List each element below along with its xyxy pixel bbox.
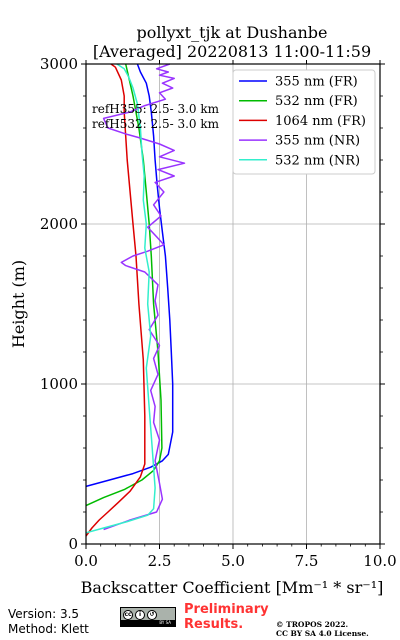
- y-tick-label: 1000: [40, 375, 78, 393]
- annotation-refh355: refH355: 2.5- 3.0 km: [92, 102, 220, 116]
- x-tick-label: 10.0: [363, 552, 396, 570]
- method-label: Method: Klett: [8, 622, 89, 636]
- x-tick-label: 7.5: [295, 552, 319, 570]
- y-axis-label: Height (m): [9, 260, 28, 348]
- cc-license-badge: cc i ↺ BY SA: [120, 607, 176, 627]
- cc-by-sa-strip: BY SA: [121, 620, 175, 626]
- series-line-1064-nm-fr-: [85, 63, 146, 537]
- series-line-355-nm-nr-: [102, 63, 186, 531]
- legend-label: 532 nm (NR): [275, 153, 360, 168]
- x-tick-label: 2.5: [148, 552, 172, 570]
- y-tick-label: 2000: [40, 215, 78, 233]
- by-icon: i: [135, 609, 145, 620]
- sa-icon: ↺: [147, 609, 157, 620]
- x-tick-label: 5.0: [221, 552, 245, 570]
- y-tick-label: 3000: [40, 55, 78, 73]
- cc-icon: cc: [123, 609, 133, 620]
- legend-box: [232, 69, 376, 175]
- legend: 355 nm (FR) 532 nm (FR) 1064 nm (FR) 355 nm…: [232, 69, 376, 175]
- annotation-refh532: refH532: 2.5- 3.0 km: [92, 117, 220, 131]
- legend-label: 355 nm (NR): [275, 134, 360, 149]
- x-axis-label: Backscatter Coefficient [Mm⁻¹ * sr⁻¹]: [81, 578, 384, 597]
- copyright-notice: © TROPOS 2022. CC BY SA 4.0 License.: [276, 620, 369, 638]
- chart-title: pollyxt_tjk at Dushanbe: [136, 23, 327, 42]
- version-label: Version: 3.5: [8, 607, 80, 621]
- chart-subtitle: [Averaged] 20220813 11:00-11:59: [93, 42, 371, 61]
- preliminary-results-label: Preliminary Results.: [184, 602, 269, 632]
- legend-label: 1064 nm (FR): [275, 114, 366, 129]
- legend-label: 532 nm (FR): [275, 94, 358, 109]
- series-line-532-nm-nr-: [85, 63, 156, 534]
- legend-label: 355 nm (FR): [275, 75, 358, 90]
- y-tick-label: 0: [68, 535, 78, 553]
- axis-ticks: 0.0 2.5 5.0 7.5 10.0 0 1000 2000 3000: [40, 55, 397, 570]
- x-tick-label: 0.0: [74, 552, 98, 570]
- series-layer: [85, 63, 186, 537]
